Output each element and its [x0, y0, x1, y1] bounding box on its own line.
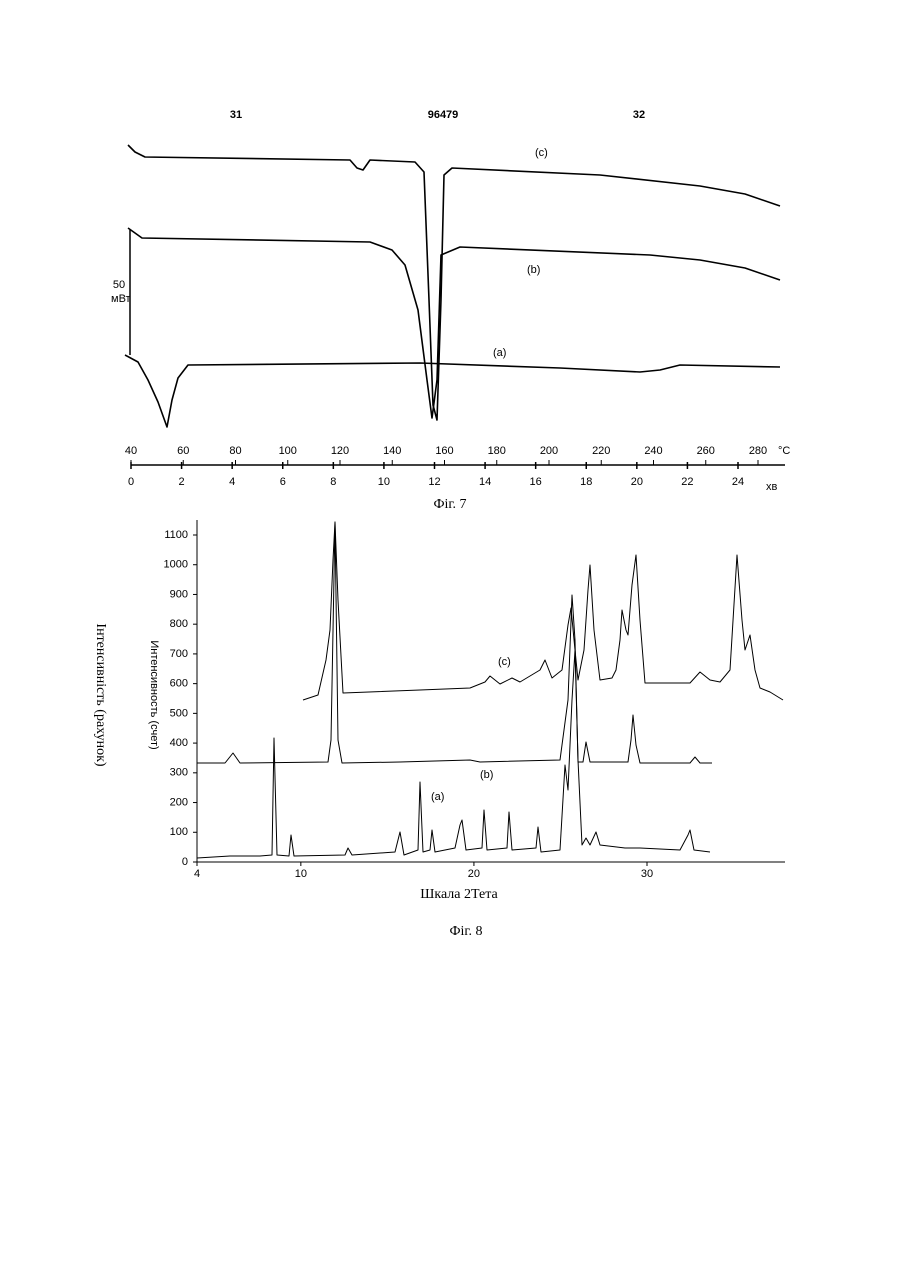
top-tick-label: 140	[383, 445, 401, 457]
bottom-tick-label: 18	[580, 476, 592, 488]
curve-label: (b)	[527, 264, 540, 276]
bottom-tick-label: 8	[330, 476, 336, 488]
y-tick-label: 800	[170, 618, 188, 630]
y-tick-label: 0	[182, 856, 188, 868]
trace	[303, 522, 783, 700]
bottom-tick-label: 24	[732, 476, 744, 488]
page-number: 31	[230, 109, 242, 121]
y-tick-label: 700	[170, 648, 188, 660]
top-tick-label: 80	[229, 445, 241, 457]
top-tick-label: 120	[331, 445, 349, 457]
top-tick-label: 220	[592, 445, 610, 457]
trace	[197, 522, 712, 763]
scale-value: 50	[113, 279, 125, 291]
y-tick-label: 1100	[164, 529, 188, 541]
top-tick-label: 280	[749, 445, 767, 457]
bottom-tick-label: 20	[631, 476, 643, 488]
bottom-tick-label: 4	[229, 476, 235, 488]
top-tick-label: 100	[279, 445, 297, 457]
curve-label: (a)	[493, 347, 506, 359]
y-tick-label: 600	[170, 678, 188, 690]
trace	[125, 355, 780, 427]
curve-label: (c)	[498, 656, 511, 668]
y-tick-label: 1000	[164, 559, 188, 571]
curve-label: (b)	[480, 769, 493, 781]
axis-unit: хв	[766, 481, 778, 493]
page: 31 96479 32 (c) (b) (a) 50 мВт °C хв Фіг…	[0, 0, 901, 1273]
y-tick-label: 100	[170, 826, 188, 838]
bottom-tick-label: 22	[681, 476, 693, 488]
top-tick-label: 180	[488, 445, 506, 457]
trace	[128, 145, 780, 420]
trace	[128, 228, 780, 418]
bottom-tick-label: 6	[280, 476, 286, 488]
top-tick-label: 240	[644, 445, 662, 457]
bottom-tick-label: 2	[179, 476, 185, 488]
y-tick-label: 200	[170, 796, 188, 808]
top-tick-label: 40	[125, 445, 137, 457]
bottom-tick-label: 0	[128, 476, 134, 488]
curve-label: (c)	[535, 147, 548, 159]
y-tick-label: 500	[170, 707, 188, 719]
top-tick-label: 160	[435, 445, 453, 457]
x-tick-label: 4	[194, 868, 200, 880]
y-tick-label: 400	[170, 737, 188, 749]
x-tick-label: 30	[641, 868, 653, 880]
trace	[197, 650, 710, 858]
y-axis-label: Интенсивность (счет)	[148, 640, 160, 749]
y-axis-label: Інтенсивність (рахунок)	[93, 623, 108, 767]
bottom-tick-label: 14	[479, 476, 491, 488]
axis-unit: °C	[778, 445, 790, 457]
bottom-tick-label: 10	[378, 476, 390, 488]
y-tick-label: 900	[170, 588, 188, 600]
top-tick-label: 60	[177, 445, 189, 457]
bottom-tick-label: 12	[428, 476, 440, 488]
curve-label: (a)	[431, 791, 444, 803]
x-tick-label: 10	[295, 868, 307, 880]
figure-caption: Фіг. 7	[433, 497, 466, 512]
top-tick-label: 200	[540, 445, 558, 457]
scale-unit: мВт	[111, 293, 131, 305]
top-tick-label: 260	[697, 445, 715, 457]
bottom-tick-label: 16	[530, 476, 542, 488]
page-number: 32	[633, 109, 645, 121]
x-axis-label: Шкала 2Тета	[420, 887, 498, 902]
y-tick-label: 300	[170, 767, 188, 779]
x-tick-label: 20	[468, 868, 480, 880]
patent-number: 96479	[428, 109, 459, 121]
figure-caption: Фіг. 8	[449, 924, 482, 939]
